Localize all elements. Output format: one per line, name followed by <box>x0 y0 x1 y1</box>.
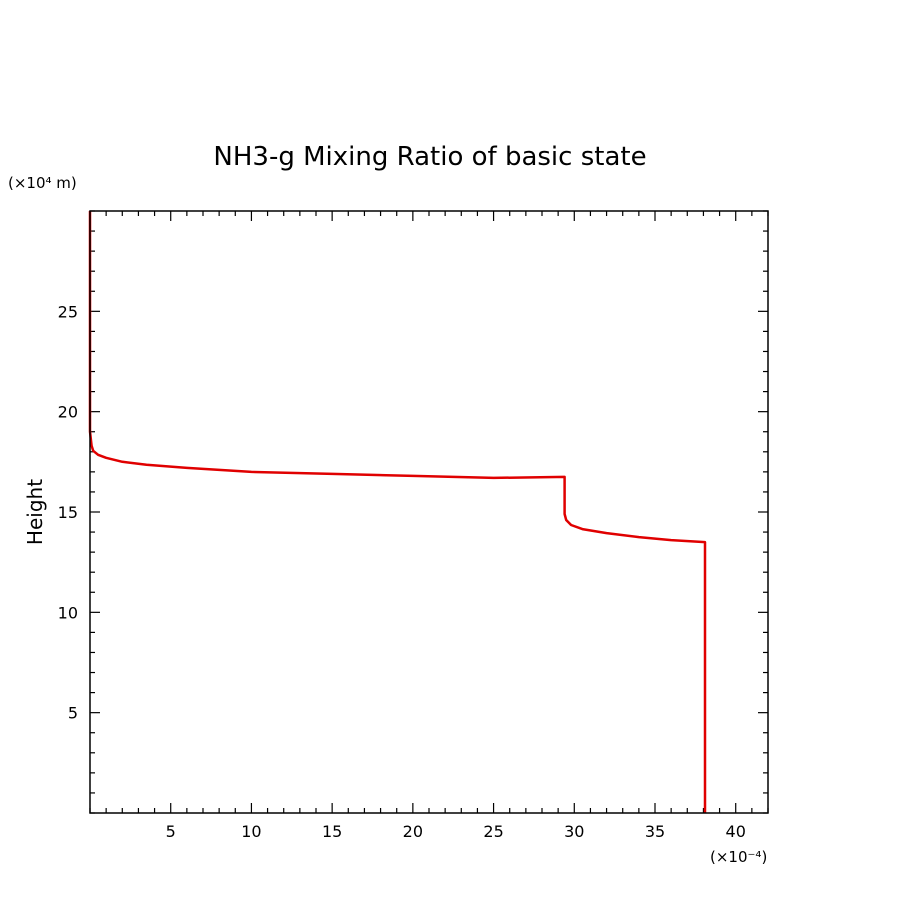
x-tick-label: 30 <box>564 822 584 841</box>
x-tick-label: 15 <box>322 822 342 841</box>
x-tick-label: 25 <box>483 822 503 841</box>
chart-title: NH3-g Mixing Ratio of basic state <box>213 142 646 172</box>
y-tick-label: 15 <box>58 503 78 522</box>
tick-labels: 5 10 15 20 25 30 35 40 5 10 15 20 25 <box>58 302 746 841</box>
y-tick-label: 10 <box>58 603 78 622</box>
y-tick-label: 5 <box>68 704 78 723</box>
series-line-0 <box>88 211 707 813</box>
y-tick-label: 25 <box>58 302 78 321</box>
x-tick-label: 35 <box>645 822 665 841</box>
y-axis-unit-label: (×10⁴ m) <box>8 174 77 192</box>
x-tick-label: 5 <box>166 822 176 841</box>
x-tick-label: 40 <box>726 822 746 841</box>
x-tick-label: 20 <box>403 822 423 841</box>
plot-frame <box>89 210 769 814</box>
y-tick-label: 20 <box>58 403 78 422</box>
series-group <box>88 211 707 813</box>
axis-ticks <box>89 210 769 814</box>
x-axis-unit-label: (×10⁻⁴) <box>710 848 767 866</box>
x-tick-label: 10 <box>241 822 261 841</box>
y-axis-label: Height <box>23 479 47 545</box>
